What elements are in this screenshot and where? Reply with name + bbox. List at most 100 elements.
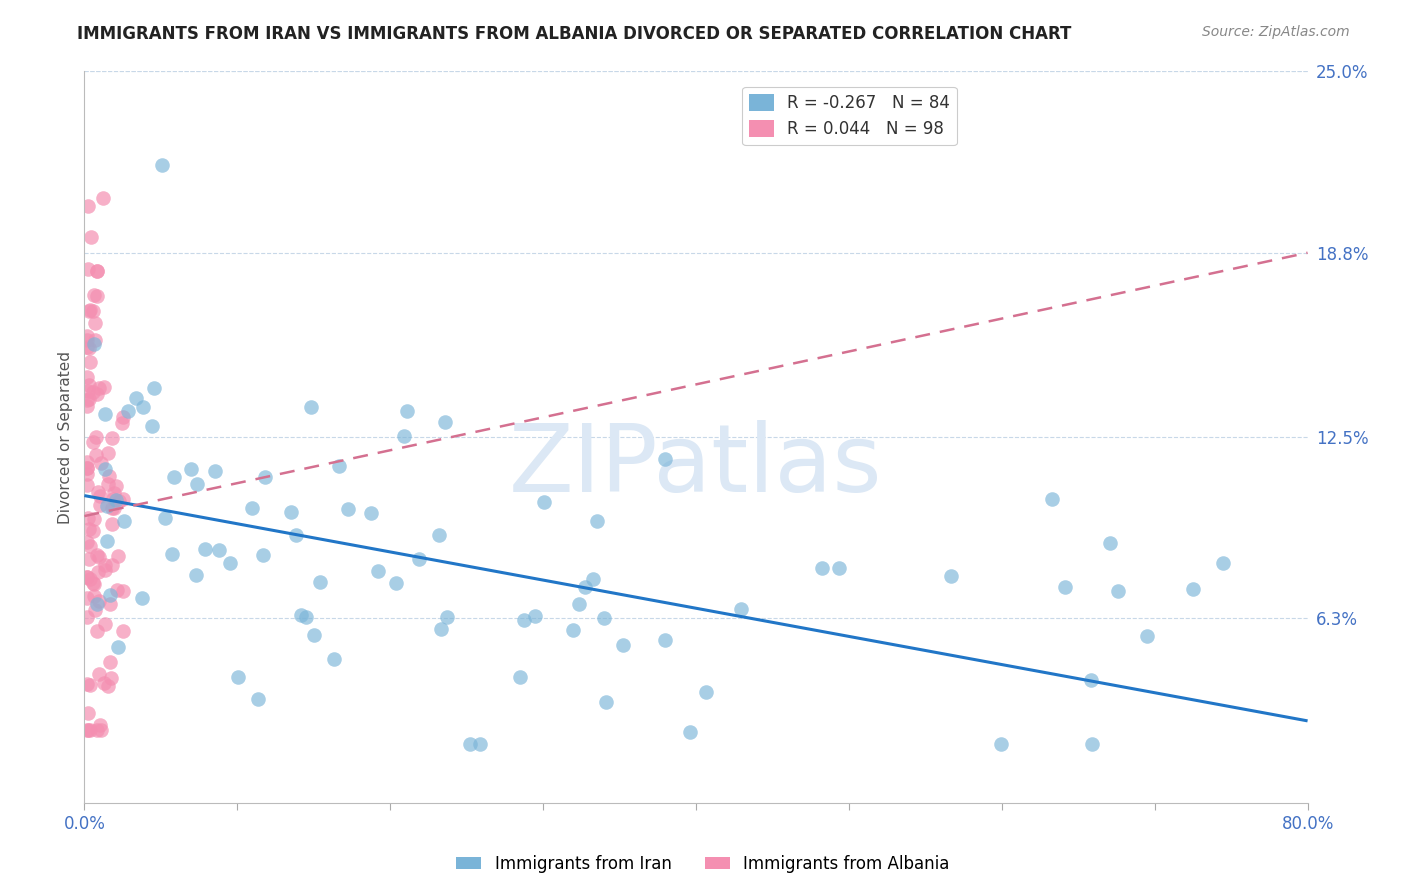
Point <box>247 692 270 706</box>
Point <box>86 597 108 611</box>
Point <box>90 723 112 737</box>
Point <box>76 467 98 481</box>
Point <box>253 470 276 484</box>
Point <box>76 340 98 354</box>
Point <box>96 533 118 548</box>
Point <box>1080 673 1102 687</box>
Point <box>83 337 105 351</box>
Point <box>186 568 208 582</box>
Point <box>131 591 153 606</box>
Point <box>82 304 104 318</box>
Point <box>523 609 546 624</box>
Point <box>1181 582 1204 597</box>
Point <box>141 419 163 434</box>
Point <box>111 410 134 425</box>
Point <box>76 392 98 407</box>
Point <box>101 492 124 507</box>
Point <box>98 588 121 602</box>
Point <box>593 610 616 624</box>
Point <box>1107 584 1129 599</box>
Point <box>117 404 139 418</box>
Point <box>290 607 312 622</box>
Point <box>103 501 125 516</box>
Point <box>142 380 165 394</box>
Point <box>100 671 122 685</box>
Point <box>108 493 131 508</box>
Point <box>107 549 129 563</box>
Point <box>76 329 98 343</box>
Point <box>93 380 115 394</box>
Point <box>90 456 112 470</box>
Point <box>98 597 121 611</box>
Point <box>79 302 101 317</box>
Point <box>468 737 491 751</box>
Point <box>240 501 263 516</box>
Point <box>96 679 118 693</box>
Point <box>1054 580 1077 594</box>
Point <box>86 484 108 499</box>
Point <box>76 535 98 549</box>
Point <box>612 638 634 652</box>
Point <box>94 617 117 632</box>
Point <box>86 723 108 737</box>
Point <box>679 725 702 739</box>
Point <box>509 670 531 684</box>
Point <box>252 548 274 562</box>
Point <box>86 263 108 277</box>
Point <box>76 723 98 737</box>
Point <box>77 261 100 276</box>
Point <box>294 610 316 624</box>
Legend: R = -0.267   N = 84, R = 0.044   N = 98: R = -0.267 N = 84, R = 0.044 N = 98 <box>742 87 956 145</box>
Point <box>186 477 208 491</box>
Point <box>125 392 148 406</box>
Point <box>87 381 110 395</box>
Point <box>367 565 389 579</box>
Point <box>101 501 124 516</box>
Point <box>299 400 322 414</box>
Point <box>280 505 302 519</box>
Point <box>76 460 98 475</box>
Point <box>458 737 481 751</box>
Point <box>513 613 536 627</box>
Point <box>162 470 184 484</box>
Point <box>82 434 104 449</box>
Point <box>94 407 117 421</box>
Point <box>76 723 98 737</box>
Point <box>204 464 226 478</box>
Point <box>77 199 100 213</box>
Point <box>87 549 110 564</box>
Y-axis label: Divorced or Separated: Divorced or Separated <box>58 351 73 524</box>
Point <box>1136 630 1159 644</box>
Text: IMMIGRANTS FROM IRAN VS IMMIGRANTS FROM ALBANIA DIVORCED OR SEPARATED CORRELATIO: IMMIGRANTS FROM IRAN VS IMMIGRANTS FROM … <box>77 25 1071 43</box>
Point <box>568 597 591 611</box>
Text: ZIPatlas: ZIPatlas <box>509 420 883 512</box>
Point <box>83 589 105 603</box>
Point <box>84 430 107 444</box>
Point <box>360 506 382 520</box>
Point <box>89 718 111 732</box>
Point <box>76 399 98 413</box>
Point <box>86 386 108 401</box>
Point <box>586 514 609 528</box>
Point <box>408 552 430 566</box>
Point <box>76 370 98 384</box>
Point <box>86 624 108 638</box>
Point <box>83 288 105 302</box>
Point <box>86 548 108 562</box>
Point <box>160 547 183 561</box>
Point <box>100 517 122 532</box>
Point <box>828 561 851 575</box>
Point <box>86 289 108 303</box>
Point <box>77 303 100 318</box>
Point <box>98 469 121 483</box>
Point <box>1099 536 1122 550</box>
Point <box>337 502 360 516</box>
Point <box>941 569 963 583</box>
Point <box>89 498 111 512</box>
Point <box>89 489 111 503</box>
Point <box>811 561 834 575</box>
Point <box>96 499 118 513</box>
Point <box>111 624 134 638</box>
Point <box>384 575 406 590</box>
Point <box>76 511 98 525</box>
